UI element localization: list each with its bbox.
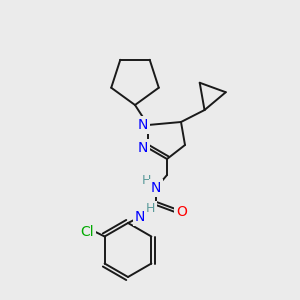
Text: H: H <box>145 202 155 215</box>
Text: N: N <box>135 210 145 224</box>
Text: N: N <box>138 141 148 155</box>
Text: N: N <box>138 118 148 132</box>
Text: O: O <box>177 205 188 219</box>
Text: H: H <box>141 173 151 187</box>
Text: N: N <box>151 181 161 195</box>
Text: Cl: Cl <box>80 224 93 239</box>
